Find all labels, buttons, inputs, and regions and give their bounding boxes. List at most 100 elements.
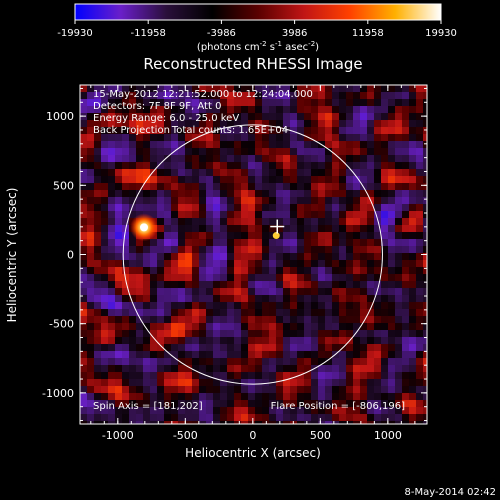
heatmap-cell bbox=[374, 134, 382, 142]
heatmap-cell bbox=[150, 253, 158, 261]
heatmap-cell bbox=[129, 148, 137, 156]
heatmap-cell bbox=[192, 351, 200, 359]
heatmap-cell bbox=[143, 323, 151, 331]
heatmap-cell bbox=[248, 253, 256, 261]
heatmap-cell bbox=[423, 393, 427, 401]
heatmap-cell bbox=[423, 127, 427, 135]
heatmap-cell bbox=[395, 351, 403, 359]
heatmap-cell bbox=[220, 414, 228, 422]
heatmap-cell bbox=[262, 302, 270, 310]
heatmap-cell bbox=[115, 330, 123, 338]
heatmap-cell bbox=[283, 190, 291, 198]
heatmap-cell bbox=[255, 372, 263, 380]
heatmap-cell bbox=[339, 218, 347, 226]
heatmap-cell bbox=[241, 183, 249, 191]
heatmap-cell bbox=[164, 414, 172, 422]
heatmap-cell bbox=[255, 148, 263, 156]
heatmap-cell bbox=[94, 344, 102, 352]
heatmap-cell bbox=[157, 176, 165, 184]
heatmap-cell bbox=[94, 386, 102, 394]
heatmap-cell bbox=[374, 351, 382, 359]
heatmap-cell bbox=[367, 141, 375, 149]
heatmap-cell bbox=[122, 365, 130, 373]
heatmap-cell bbox=[220, 239, 228, 247]
heatmap-cell bbox=[297, 99, 305, 107]
heatmap-cell bbox=[353, 344, 361, 352]
heatmap-cell bbox=[360, 120, 368, 128]
heatmap-cell bbox=[304, 162, 312, 170]
heatmap-cell bbox=[346, 407, 354, 415]
heatmap-cell bbox=[87, 155, 95, 163]
heatmap-cell bbox=[409, 211, 417, 219]
heatmap-cell bbox=[346, 141, 354, 149]
heatmap-cell bbox=[311, 92, 319, 100]
heatmap-cell bbox=[290, 190, 298, 198]
heatmap-cell bbox=[402, 358, 410, 366]
heatmap-cell bbox=[220, 176, 228, 184]
heatmap-cell bbox=[248, 162, 256, 170]
heatmap-cell bbox=[171, 162, 179, 170]
heatmap-cell bbox=[185, 211, 193, 219]
heatmap-cell bbox=[192, 106, 200, 114]
heatmap-cell bbox=[227, 218, 235, 226]
heatmap-cell bbox=[80, 239, 88, 247]
heatmap-cell bbox=[409, 99, 417, 107]
heatmap-cell bbox=[108, 190, 116, 198]
heatmap-cell bbox=[423, 379, 427, 387]
heatmap-cell bbox=[416, 169, 424, 177]
heatmap-cell bbox=[367, 288, 375, 296]
heatmap-cell bbox=[402, 183, 410, 191]
heatmap-cell bbox=[416, 204, 424, 212]
heatmap-cell bbox=[360, 113, 368, 121]
heatmap-cell bbox=[115, 302, 123, 310]
heatmap-cell bbox=[304, 295, 312, 303]
heatmap-cell bbox=[248, 351, 256, 359]
heatmap-cell bbox=[80, 421, 88, 424]
heatmap-cell bbox=[367, 162, 375, 170]
heatmap-cell bbox=[290, 92, 298, 100]
heatmap-cell bbox=[325, 85, 333, 93]
heatmap-cell bbox=[262, 190, 270, 198]
heatmap-cell bbox=[304, 393, 312, 401]
heatmap-cell bbox=[199, 232, 207, 240]
heatmap-cell bbox=[192, 99, 200, 107]
heatmap-cell bbox=[339, 295, 347, 303]
heatmap-cell bbox=[325, 407, 333, 415]
heatmap-cell bbox=[192, 358, 200, 366]
heatmap-cell bbox=[353, 407, 361, 415]
heatmap-cell bbox=[346, 211, 354, 219]
heatmap-cell bbox=[108, 120, 116, 128]
heatmap-cell bbox=[339, 190, 347, 198]
heatmap-cell bbox=[171, 393, 179, 401]
heatmap-cell bbox=[402, 267, 410, 275]
heatmap-cell bbox=[262, 148, 270, 156]
heatmap-cell bbox=[311, 169, 319, 177]
heatmap-cell bbox=[185, 379, 193, 387]
heatmap-cell bbox=[304, 239, 312, 247]
heatmap-cell bbox=[402, 274, 410, 282]
heatmap-cell bbox=[262, 239, 270, 247]
heatmap-cell bbox=[269, 260, 277, 268]
heatmap-cell bbox=[248, 232, 256, 240]
heatmap-cell bbox=[353, 302, 361, 310]
heatmap-cell bbox=[171, 113, 179, 121]
heatmap-cell bbox=[136, 162, 144, 170]
heatmap-cell bbox=[360, 393, 368, 401]
heatmap-cell bbox=[227, 337, 235, 345]
heatmap-cell bbox=[248, 358, 256, 366]
heatmap-cell bbox=[255, 330, 263, 338]
heatmap-cell bbox=[164, 232, 172, 240]
heatmap-cell bbox=[325, 183, 333, 191]
heatmap-cell bbox=[94, 337, 102, 345]
heatmap-cell bbox=[220, 281, 228, 289]
heatmap-cell bbox=[80, 386, 88, 394]
heatmap-cell bbox=[115, 295, 123, 303]
heatmap-cell bbox=[423, 274, 427, 282]
heatmap-cell bbox=[290, 337, 298, 345]
heatmap-cell bbox=[325, 372, 333, 380]
heatmap-cell bbox=[346, 99, 354, 107]
heatmap-cell bbox=[416, 267, 424, 275]
heatmap-cell bbox=[381, 183, 389, 191]
heatmap-cell bbox=[297, 407, 305, 415]
heatmap-cell bbox=[262, 295, 270, 303]
